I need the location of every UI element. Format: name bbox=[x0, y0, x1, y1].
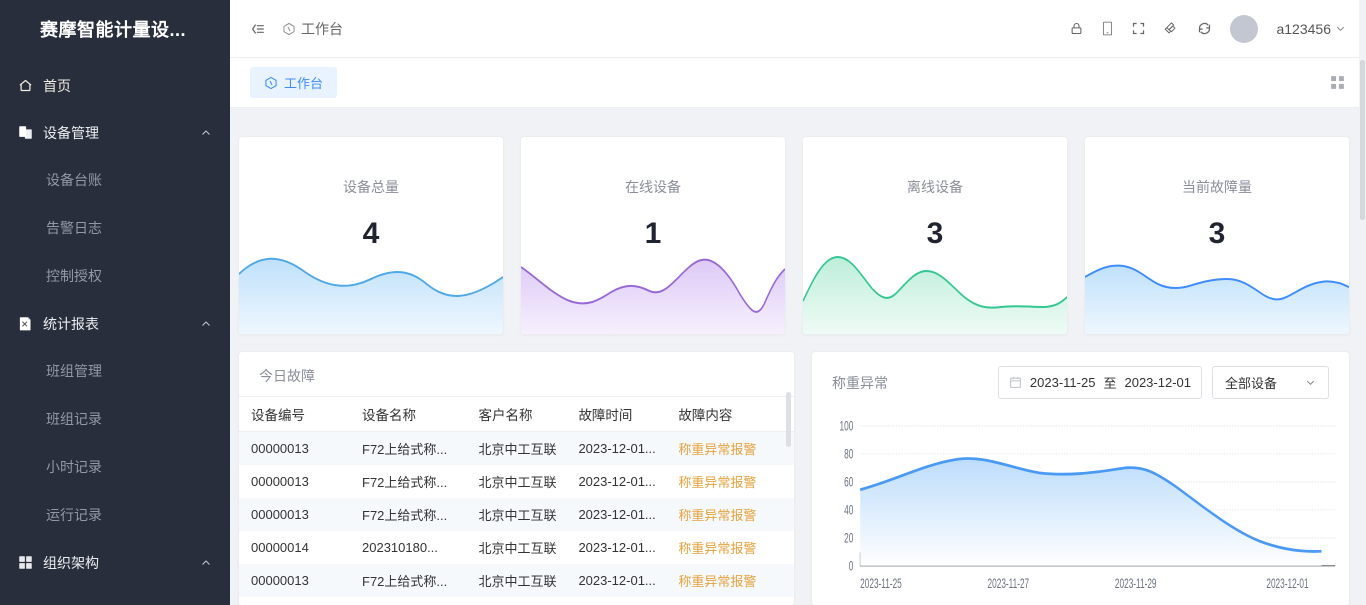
svg-text:60: 60 bbox=[844, 475, 853, 489]
svg-text:2023-11-29: 2023-11-29 bbox=[1115, 577, 1157, 591]
svg-text:2023-11-25: 2023-11-25 bbox=[860, 577, 902, 591]
svg-text:80: 80 bbox=[844, 447, 853, 461]
svg-text:20: 20 bbox=[844, 531, 853, 545]
svg-text:2023-12-01: 2023-12-01 bbox=[1266, 577, 1308, 591]
svg-text:2023-11-27: 2023-11-27 bbox=[988, 577, 1030, 591]
svg-text:40: 40 bbox=[844, 503, 853, 517]
svg-text:0: 0 bbox=[849, 559, 854, 573]
svg-text:100: 100 bbox=[840, 419, 854, 433]
